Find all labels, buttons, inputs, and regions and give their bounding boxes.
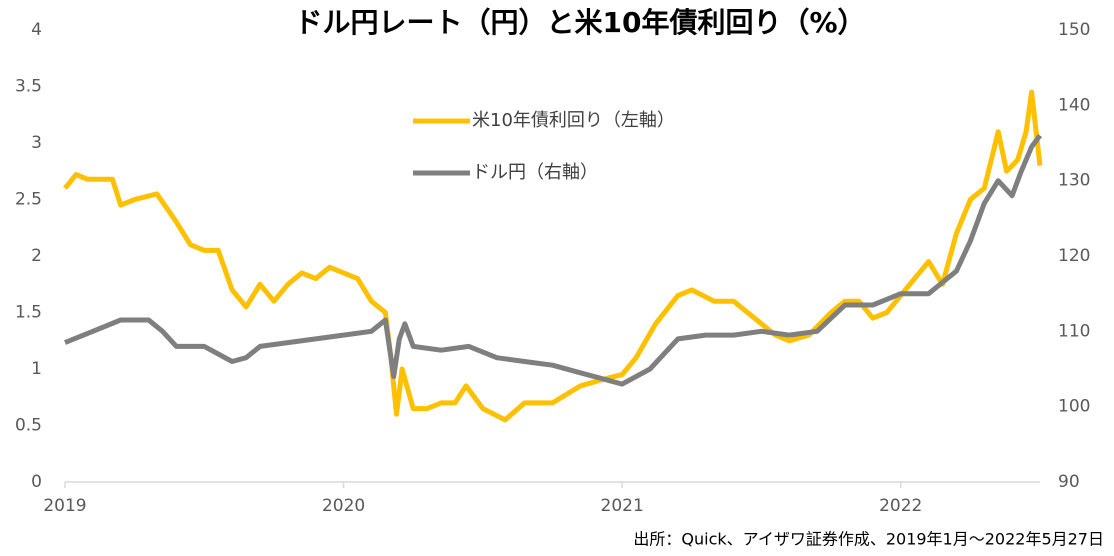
x-tick-label: 2022 <box>879 496 922 516</box>
y2-tick-label: 120 <box>1058 246 1090 266</box>
y2-tick-label: 140 <box>1058 95 1090 115</box>
y-tick-label: 2 <box>31 246 42 266</box>
y2-tick-label: 130 <box>1058 171 1090 191</box>
y-tick-label: 0 <box>31 472 42 492</box>
series-line <box>64 134 1043 387</box>
x-tick-label: 2019 <box>43 496 86 516</box>
y-tick-label: 2.5 <box>15 190 42 210</box>
x-tick-label: 2020 <box>322 496 365 516</box>
series-line <box>63 89 1043 423</box>
y-tick-label: 0.5 <box>15 416 42 436</box>
y-tick-label: 4 <box>31 20 42 40</box>
x-tick-label: 2021 <box>601 496 644 516</box>
y2-tick-label: 110 <box>1058 321 1090 341</box>
y-tick-label: 1.5 <box>15 303 42 323</box>
source-note: 出所：Quick、アイザワ証券作成、2019年1月～2022年5月27日 <box>633 530 1104 549</box>
y-tick-label: 3 <box>31 133 42 153</box>
y-tick-label: 3.5 <box>15 77 42 97</box>
y2-tick-label: 150 <box>1058 20 1090 40</box>
legend-label: 米10年債利回り（左軸） <box>472 110 675 131</box>
y2-tick-label: 100 <box>1058 397 1090 417</box>
y2-tick-label: 90 <box>1058 472 1080 492</box>
chart-title: ドル円レート（円）と米10年債利回り（%） <box>294 6 865 39</box>
y-tick-label: 1 <box>31 359 42 379</box>
legend-label: ドル円（右軸） <box>472 162 598 183</box>
